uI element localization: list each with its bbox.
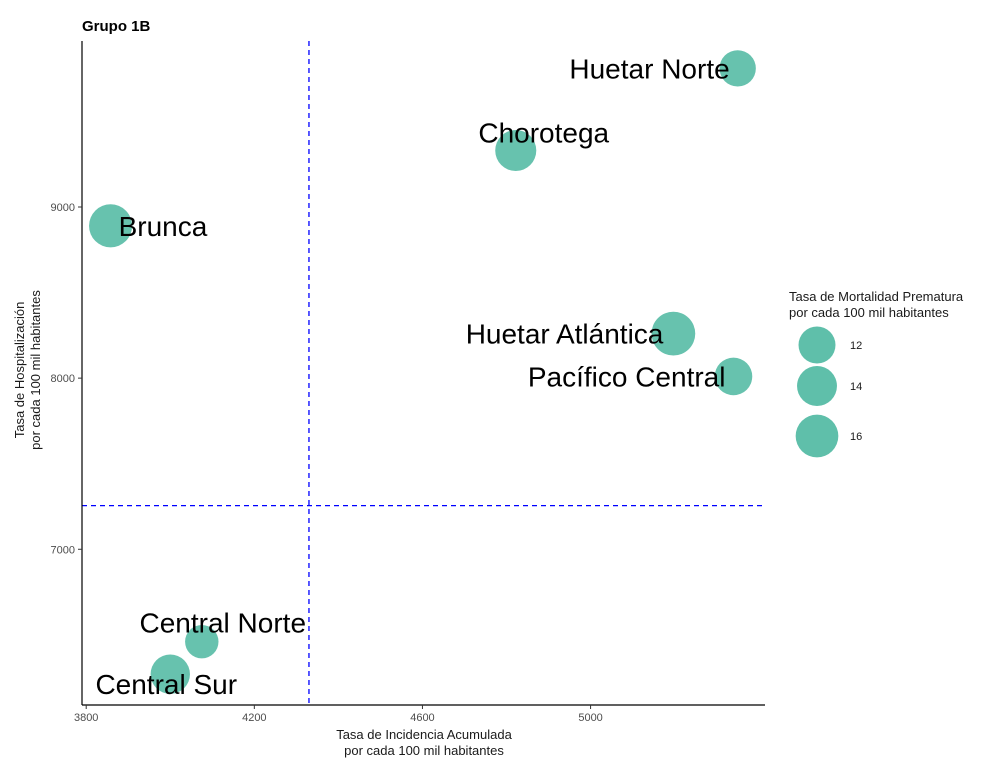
- axes: 3800 4200 4600 5000 7000 8000 9000: [51, 41, 765, 724]
- point-label: Central Norte: [140, 608, 307, 639]
- chart-title: Grupo 1B: [82, 18, 151, 35]
- y-axis-title-line1: Tasa de Hospitalización: [12, 302, 27, 439]
- data-point: [714, 357, 753, 396]
- x-tick-label: 3800: [74, 712, 98, 724]
- x-axis-title-line1: Tasa de Incidencia Acumulada: [336, 727, 512, 742]
- y-axis-title: Tasa de Hospitalización por cada 100 mil…: [12, 290, 43, 450]
- x-tick-label: 4600: [410, 712, 434, 724]
- legend-key: [797, 366, 837, 406]
- legend-label: 16: [850, 431, 862, 443]
- point-label: Central Sur: [95, 669, 237, 700]
- data-point: [89, 204, 133, 248]
- point-label: Huetar Atlántica: [466, 319, 664, 350]
- data-points: [89, 50, 756, 694]
- legend-label: 12: [850, 340, 862, 352]
- x-axis-title-line2: por cada 100 mil habitantes: [344, 743, 504, 758]
- x-tick-label: 4200: [242, 712, 266, 724]
- size-legend: Tasa de Mortalidad Prematura por cada 10…: [789, 289, 964, 458]
- y-tick-label: 7000: [51, 544, 75, 556]
- legend-title-line2: por cada 100 mil habitantes: [789, 305, 949, 320]
- y-tick-label: 9000: [51, 202, 75, 214]
- y-axis-title-line2: por cada 100 mil habitantes: [28, 290, 43, 450]
- legend-title-line1: Tasa de Mortalidad Prematura: [789, 289, 964, 304]
- data-point: [185, 624, 219, 659]
- y-tick-label: 8000: [51, 373, 75, 385]
- reference-lines: [82, 41, 765, 705]
- data-point: [719, 50, 756, 87]
- legend-key: [795, 414, 839, 458]
- data-point: [495, 129, 537, 172]
- point-label: Chorotega: [478, 118, 609, 149]
- legend-key: [798, 326, 836, 364]
- point-label: Huetar Norte: [569, 53, 729, 84]
- data-point: [150, 654, 190, 694]
- point-label: Pacífico Central: [528, 361, 726, 392]
- legend-label: 14: [850, 381, 862, 393]
- point-label: Brunca: [119, 211, 208, 242]
- data-point: [651, 311, 696, 356]
- point-labels: Huetar Norte Chorotega Brunca Huetar Atlánt…: [95, 53, 729, 700]
- x-tick-label: 5000: [578, 712, 602, 724]
